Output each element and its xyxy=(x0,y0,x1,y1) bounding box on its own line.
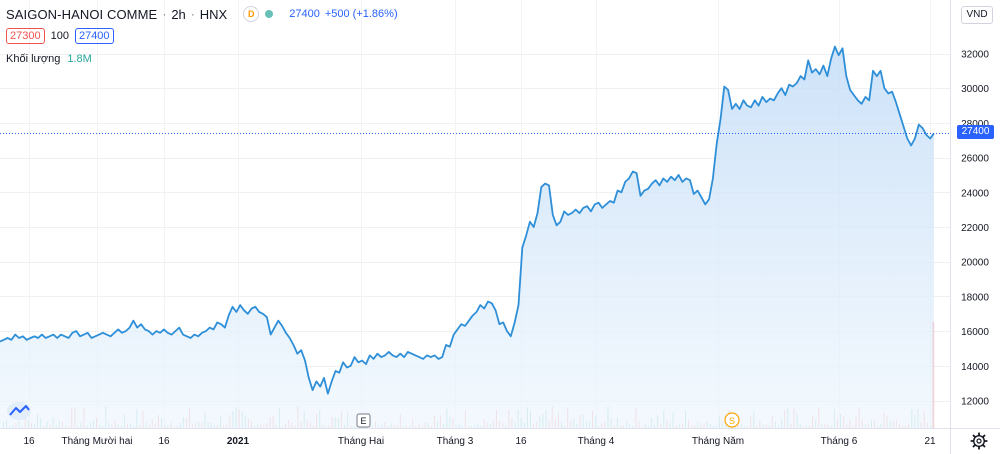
price-line xyxy=(0,45,935,395)
price-tick-label: 14000 xyxy=(961,362,989,373)
price-tick-label: 16000 xyxy=(961,327,989,338)
price-tick-label: 32000 xyxy=(961,50,989,61)
time-tick-label: Tháng 4 xyxy=(578,436,615,447)
time-tick-label: 16 xyxy=(23,436,35,447)
symbol-name[interactable]: SAIGON-HANOI COMME xyxy=(6,6,158,22)
symbol-legend[interactable]: SAIGON-HANOI COMME · 2h · HNX D 27400 +5… xyxy=(6,6,398,22)
time-tick-label: 21 xyxy=(924,436,936,447)
time-tick-label: Tháng Hai xyxy=(338,436,384,447)
price-axis: 12000 14000 16000 18000 20000 22000 24000 26000… xyxy=(961,50,989,408)
dividend-marker[interactable]: S xyxy=(724,412,740,428)
volume-label: Khối lượng xyxy=(6,53,61,65)
price-tick-label: 24000 xyxy=(961,188,989,199)
market-status-dot xyxy=(265,10,274,18)
price-tick-label: 12000 xyxy=(961,397,989,408)
volume-value: 1.8M xyxy=(67,53,92,65)
volume-legend[interactable]: Khối lượng 1.8M xyxy=(6,52,92,66)
event-markers: E S xyxy=(356,412,740,428)
price-tick-label: 18000 xyxy=(961,292,989,303)
time-tick-label: Tháng Năm xyxy=(692,436,744,447)
last-price: 27400 xyxy=(289,8,320,20)
tradingview-logo-icon[interactable] xyxy=(6,401,32,421)
time-tick-label: 2021 xyxy=(227,436,250,447)
time-tick-label: Tháng Mười hai xyxy=(61,436,132,447)
price-tick-label: 30000 xyxy=(961,84,989,95)
settings-gear-icon[interactable] xyxy=(970,432,988,450)
time-axis: 16 Tháng Mười hai 16 2021 Tháng Hai Tháng 3 16… xyxy=(23,436,936,447)
timeframe[interactable]: 2h xyxy=(171,6,186,22)
spread-value: 100 xyxy=(50,30,69,42)
separator: · xyxy=(162,7,167,21)
earnings-marker[interactable]: E xyxy=(356,413,371,428)
buy-price-button[interactable]: 27400 xyxy=(74,28,114,44)
currency-button[interactable]: VND xyxy=(961,6,993,24)
exchange: HNX xyxy=(199,6,228,22)
earnings-marker-label: E xyxy=(360,416,366,426)
delayed-data-badge[interactable]: D xyxy=(243,6,260,22)
sell-price-button[interactable]: 27300 xyxy=(6,28,45,44)
time-tick-label: 16 xyxy=(158,436,170,447)
time-tick-label: 16 xyxy=(515,436,527,447)
bid-ask-row: 27300 100 27400 xyxy=(6,27,114,45)
price-tick-label: 28000 xyxy=(961,119,989,130)
separator: · xyxy=(190,7,195,21)
price-tick-label: 26000 xyxy=(961,154,989,165)
price-tick-label: 22000 xyxy=(961,223,989,234)
last-price-tag: 27400 xyxy=(957,125,994,139)
price-area-fill xyxy=(0,46,934,428)
price-tick-label: 20000 xyxy=(961,258,989,269)
time-tick-label: Tháng 3 xyxy=(437,436,474,447)
price-change: +500 (+1.86%) xyxy=(324,8,398,20)
price-area xyxy=(0,45,950,428)
dividend-marker-label: S xyxy=(729,416,735,426)
time-tick-label: Tháng 6 xyxy=(821,436,858,447)
